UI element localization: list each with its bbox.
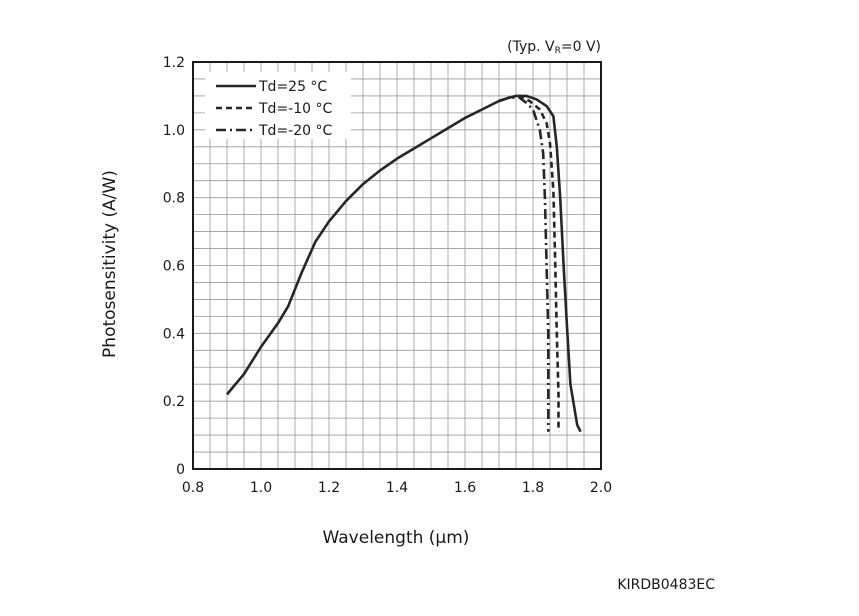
x-tick-label: 1.6 bbox=[454, 480, 476, 496]
x-tick-label: 1.2 bbox=[318, 480, 340, 496]
y-tick-label: 0.2 bbox=[163, 394, 185, 410]
y-tick-label: 0.6 bbox=[163, 259, 185, 275]
x-tick-label: 2.0 bbox=[590, 480, 612, 496]
y-tick-label: 0 bbox=[176, 462, 185, 478]
legend-label-1: Td=25 °C bbox=[258, 79, 327, 95]
x-axis-title: Wavelength (μm) bbox=[323, 528, 470, 548]
y-tick-label: 0.8 bbox=[163, 191, 185, 207]
x-tick-label: 1.8 bbox=[522, 480, 544, 496]
series-line-1 bbox=[226, 94, 582, 433]
y-axis-title: Photosensitivity (A/W) bbox=[100, 170, 120, 358]
legend: Td=25 °C Td=-10 °C Td=-20 °C bbox=[205, 72, 351, 139]
x-tick-label: 1.0 bbox=[250, 480, 272, 496]
series-layer bbox=[226, 94, 582, 433]
x-tick-label: 0.8 bbox=[182, 480, 204, 496]
y-tick-labels: 0 0.2 0.4 0.6 0.8 1.0 1.2 bbox=[163, 55, 185, 478]
legend-label-3: Td=-20 °C bbox=[258, 123, 332, 139]
x-tick-label: 1.4 bbox=[386, 480, 408, 496]
legend-label-2: Td=-10 °C bbox=[258, 101, 332, 117]
figure-code: KIRDB0483EC bbox=[617, 577, 715, 593]
condition-label: (Typ. VR=0 V) bbox=[507, 39, 601, 56]
series-line-3 bbox=[498, 96, 550, 432]
y-tick-label: 0.4 bbox=[163, 326, 185, 342]
x-tick-labels: 0.8 1.0 1.2 1.4 1.6 1.8 2.0 bbox=[182, 480, 612, 496]
series-line-2 bbox=[498, 94, 560, 432]
y-tick-label: 1.0 bbox=[163, 123, 185, 139]
plot-frame bbox=[192, 61, 602, 470]
legend-background bbox=[205, 72, 351, 139]
y-tick-label: 1.2 bbox=[163, 55, 185, 71]
